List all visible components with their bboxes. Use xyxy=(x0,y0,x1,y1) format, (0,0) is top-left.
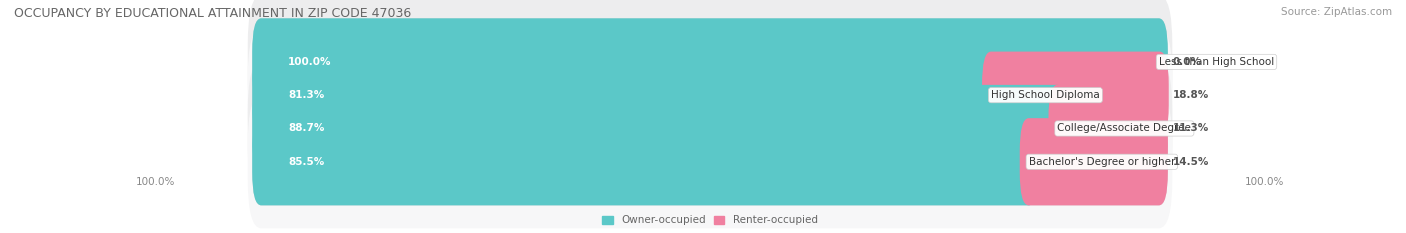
Text: 100.0%: 100.0% xyxy=(288,57,332,67)
Text: 85.5%: 85.5% xyxy=(288,157,325,167)
Text: 0.0%: 0.0% xyxy=(1173,57,1201,67)
Text: 100.0%: 100.0% xyxy=(1246,177,1285,187)
FancyBboxPatch shape xyxy=(1019,118,1168,205)
Text: 18.8%: 18.8% xyxy=(1173,90,1209,100)
FancyBboxPatch shape xyxy=(252,118,1168,205)
Text: 11.3%: 11.3% xyxy=(1173,123,1209,134)
Text: Bachelor's Degree or higher: Bachelor's Degree or higher xyxy=(1029,157,1175,167)
Text: 100.0%: 100.0% xyxy=(135,177,174,187)
Text: College/Associate Degree: College/Associate Degree xyxy=(1057,123,1191,134)
Text: Source: ZipAtlas.com: Source: ZipAtlas.com xyxy=(1281,7,1392,17)
FancyBboxPatch shape xyxy=(252,51,1168,139)
FancyBboxPatch shape xyxy=(247,0,1173,128)
Legend: Owner-occupied, Renter-occupied: Owner-occupied, Renter-occupied xyxy=(598,211,823,230)
Text: 14.5%: 14.5% xyxy=(1173,157,1209,167)
FancyBboxPatch shape xyxy=(252,85,1168,172)
FancyBboxPatch shape xyxy=(252,118,1038,205)
Text: Less than High School: Less than High School xyxy=(1159,57,1274,67)
FancyBboxPatch shape xyxy=(247,95,1173,228)
FancyBboxPatch shape xyxy=(252,85,1066,172)
FancyBboxPatch shape xyxy=(252,18,1168,106)
FancyBboxPatch shape xyxy=(1049,85,1168,172)
FancyBboxPatch shape xyxy=(981,51,1168,139)
Text: 81.3%: 81.3% xyxy=(288,90,325,100)
FancyBboxPatch shape xyxy=(247,29,1173,162)
Text: High School Diploma: High School Diploma xyxy=(991,90,1099,100)
FancyBboxPatch shape xyxy=(252,18,1168,106)
FancyBboxPatch shape xyxy=(247,62,1173,195)
Text: OCCUPANCY BY EDUCATIONAL ATTAINMENT IN ZIP CODE 47036: OCCUPANCY BY EDUCATIONAL ATTAINMENT IN Z… xyxy=(14,7,412,20)
FancyBboxPatch shape xyxy=(252,51,1000,139)
Text: 88.7%: 88.7% xyxy=(288,123,325,134)
